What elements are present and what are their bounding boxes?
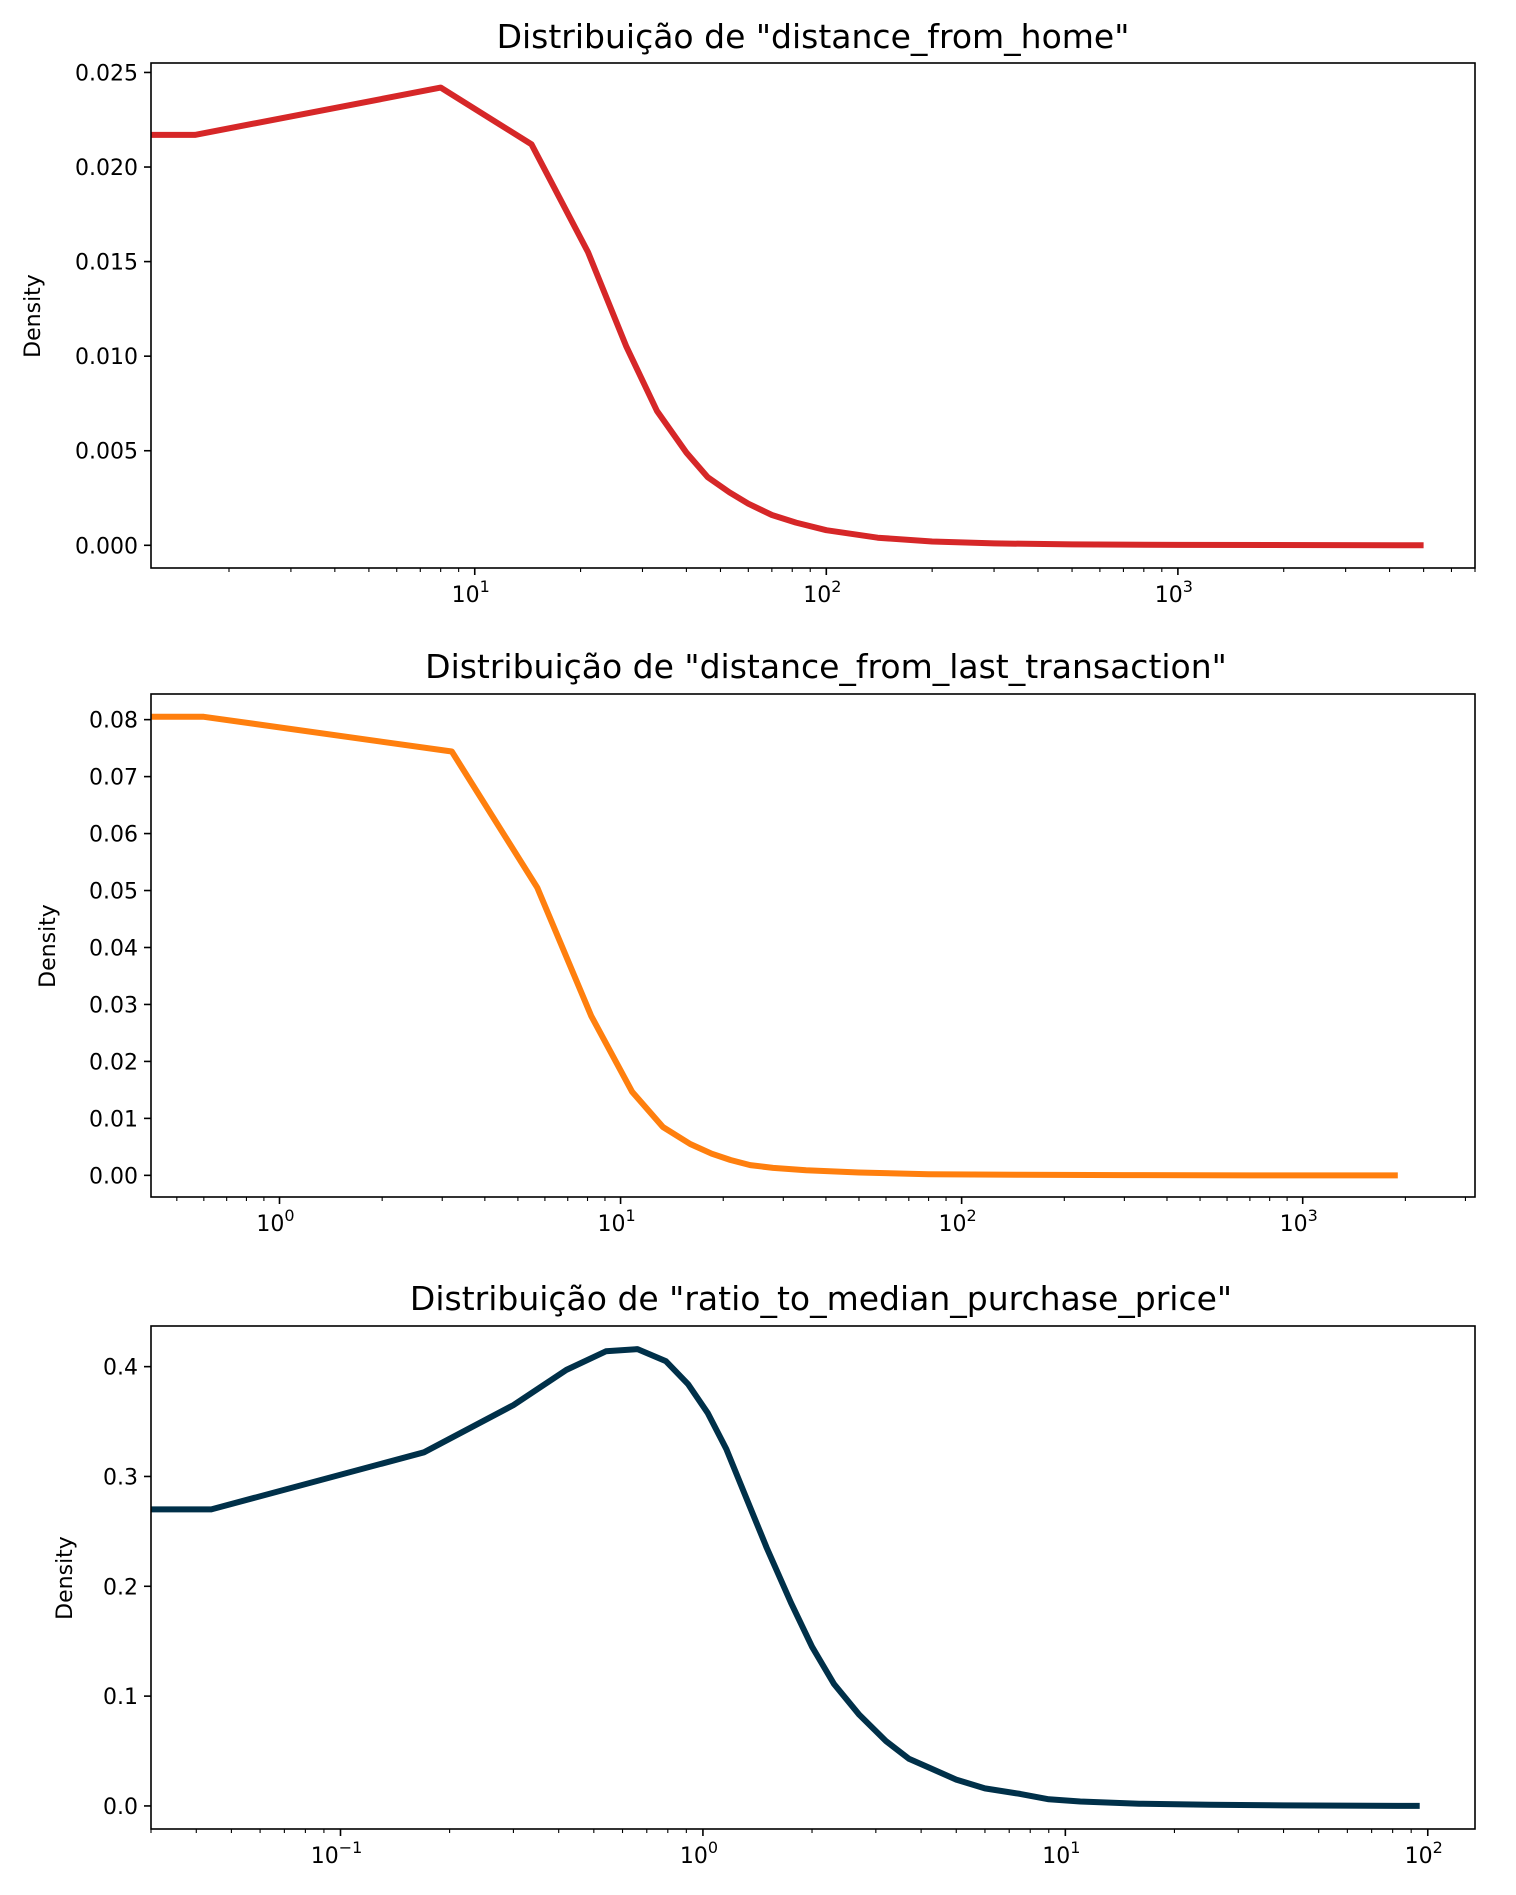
- subplot-title: Distribuição de "ratio_to_median_purchas…: [410, 1279, 1232, 1318]
- y-tick-label: 0.025: [75, 61, 138, 86]
- subplot-title: Distribuição de "distance_from_home": [497, 17, 1130, 56]
- subplot-ratio-to-median-purchase-price: Distribuição de "ratio_to_median_purchas…: [53, 1279, 1476, 1869]
- axes-frame: [150, 1325, 1476, 1830]
- x-tick-label: 10−1: [311, 1838, 363, 1869]
- y-tick-label: 0.000: [75, 534, 138, 559]
- x-tick-label: 102: [939, 1206, 977, 1237]
- density-line: [151, 713, 1398, 1179]
- plot-layer: 0.0 0.1 0.2 0.3 0.4 10−1 100 101 102: [103, 1346, 1443, 1869]
- y-tick-label: 0.3: [103, 1465, 138, 1490]
- plot-layer: 0.00 0.01 0.02 0.03 0.04 0.05 0.06 0.07 0.08 100 1…: [89, 709, 1466, 1237]
- x-tick-label: 103: [1155, 577, 1193, 608]
- y-tick-label: 0.015: [75, 251, 138, 276]
- axes-frame: [150, 62, 1476, 569]
- density-line: [151, 1346, 1420, 1809]
- y-tick-label: 0.2: [103, 1575, 138, 1600]
- x-tick-label: 100: [256, 1206, 294, 1237]
- y-axis-label: Density: [21, 274, 46, 358]
- subplot-distance-from-last-transaction: Distribuição de "distance_from_last_tran…: [36, 647, 1476, 1237]
- y-tick-label: 0.08: [89, 709, 138, 734]
- y-tick-label: 0.4: [103, 1356, 138, 1381]
- x-tick-label: 103: [1280, 1206, 1318, 1237]
- y-tick-label: 0.01: [89, 1107, 138, 1132]
- y-tick-label: 0.02: [89, 1050, 138, 1075]
- y-tick-label: 0.04: [89, 936, 138, 961]
- axes-frame: [150, 693, 1476, 1198]
- subplot-title: Distribuição de "distance_from_last_tran…: [425, 647, 1227, 686]
- x-tick-label: 102: [803, 577, 841, 608]
- y-tick-label: 0.07: [89, 766, 138, 791]
- y-tick-label: 0.00: [89, 1164, 138, 1189]
- y-tick-label: 0.1: [103, 1685, 138, 1710]
- y-tick-label: 0.010: [75, 345, 138, 370]
- x-tick-label: 102: [1405, 1838, 1443, 1869]
- y-tick-label: 0.0: [103, 1795, 138, 1820]
- x-tick-label: 101: [1042, 1838, 1080, 1869]
- y-tick-label: 0.020: [75, 156, 138, 181]
- y-tick-label: 0.06: [89, 823, 138, 848]
- plot-layer: 0.000 0.005 0.010 0.015 0.020 0.025 101 102 103: [75, 61, 1476, 608]
- y-axis-label: Density: [36, 904, 61, 988]
- y-tick-label: 0.03: [89, 993, 138, 1018]
- density-line: [151, 84, 1424, 549]
- y-axis-label: Density: [53, 1536, 78, 1620]
- x-tick-label: 100: [680, 1838, 718, 1869]
- y-tick-label: 0.05: [89, 880, 138, 905]
- subplot-distance-from-home: Distribuição de "distance_from_home" Den…: [21, 17, 1476, 608]
- x-tick-label: 101: [452, 577, 490, 608]
- y-tick-label: 0.005: [75, 440, 138, 465]
- x-tick-label: 101: [597, 1206, 635, 1237]
